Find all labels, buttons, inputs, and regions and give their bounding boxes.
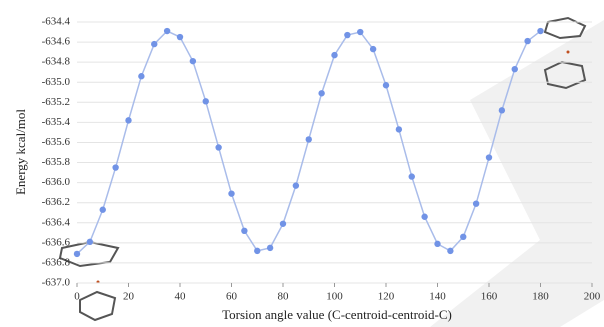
x-tick-label: 100 <box>326 291 343 303</box>
point <box>486 154 492 160</box>
point <box>100 207 106 213</box>
point <box>434 241 440 247</box>
point <box>241 228 247 234</box>
x-tick-label: 60 <box>226 291 238 303</box>
point <box>138 73 144 79</box>
point <box>460 234 466 240</box>
point <box>512 66 518 72</box>
y-tick-label: -634.6 <box>42 36 71 48</box>
point <box>112 164 118 170</box>
x-tick-label: 0 <box>74 291 80 303</box>
point <box>447 248 453 254</box>
point <box>87 239 93 245</box>
y-tick-label: -634.8 <box>42 56 71 68</box>
point <box>215 144 221 150</box>
point <box>267 245 273 251</box>
y-tick-label: -634.4 <box>42 16 71 28</box>
point <box>331 52 337 58</box>
point <box>357 29 363 35</box>
y-tick-label: -637.0 <box>42 277 71 289</box>
point <box>318 90 324 96</box>
point <box>524 38 530 44</box>
point <box>280 221 286 227</box>
point <box>473 200 479 206</box>
point <box>190 58 196 64</box>
point <box>383 82 389 88</box>
point <box>306 136 312 142</box>
point <box>203 98 209 104</box>
y-axis-title: Energy kcal/mol <box>13 109 28 195</box>
point <box>499 107 505 113</box>
y-tick-label: -636.0 <box>42 176 71 188</box>
point <box>409 173 415 179</box>
y-tick-label: -636.4 <box>42 216 71 228</box>
point <box>74 251 80 257</box>
point <box>254 248 260 254</box>
centroid-dot <box>567 51 570 54</box>
point <box>125 117 131 123</box>
x-tick-label: 160 <box>481 291 498 303</box>
x-tick-label: 20 <box>123 291 135 303</box>
y-tick-label: -635.4 <box>42 116 71 128</box>
y-tick-label: -635.0 <box>42 76 71 88</box>
x-tick-label: 200 <box>584 291 601 303</box>
point <box>177 34 183 40</box>
y-tick-label: -635.6 <box>42 136 71 148</box>
point <box>537 28 543 34</box>
point <box>396 126 402 132</box>
chart: Torsion angle value (C-centroid-centroid… <box>0 0 604 327</box>
point <box>344 32 350 38</box>
x-tick-label: 40 <box>175 291 187 303</box>
y-tick-label: -636.2 <box>42 196 70 208</box>
point <box>228 190 234 196</box>
point <box>151 41 157 47</box>
x-tick-label: 180 <box>532 291 549 303</box>
x-tick-label: 120 <box>378 291 395 303</box>
x-tick-label: 140 <box>429 291 446 303</box>
y-tick-label: -636.6 <box>42 236 71 248</box>
point <box>164 28 170 34</box>
y-tick-label: -636.8 <box>42 256 71 268</box>
x-axis-title: Torsion angle value (C-centroid-centroid… <box>222 307 452 322</box>
y-tick-label: -635.8 <box>42 156 71 168</box>
point <box>293 182 299 188</box>
y-tick-label: -635.2 <box>42 96 70 108</box>
x-tick-label: 80 <box>278 291 290 303</box>
point <box>421 214 427 220</box>
point <box>370 46 376 52</box>
